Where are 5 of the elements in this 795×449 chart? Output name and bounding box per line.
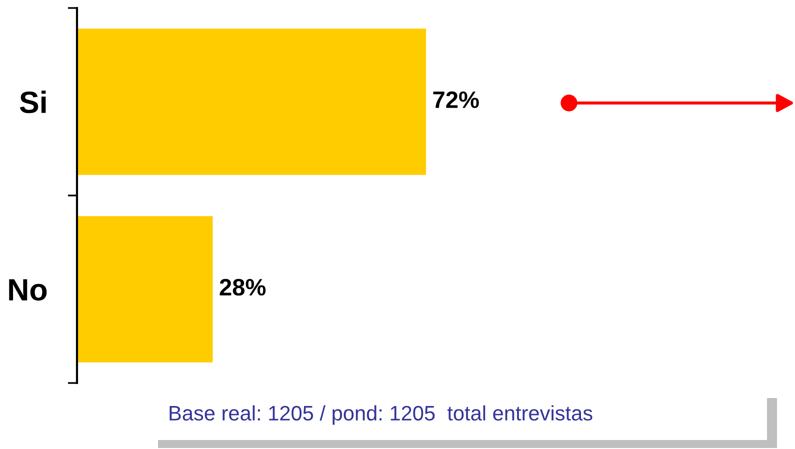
- y-tick-label: No: [9, 279, 47, 301]
- text: Base real: 1205 / pond: 1205 total entrevistas: [170, 405, 592, 425]
- data-label: 72%: [433, 91, 479, 108]
- data-label: 28%: [220, 278, 266, 296]
- y-tick-label: Si: [20, 90, 46, 114]
